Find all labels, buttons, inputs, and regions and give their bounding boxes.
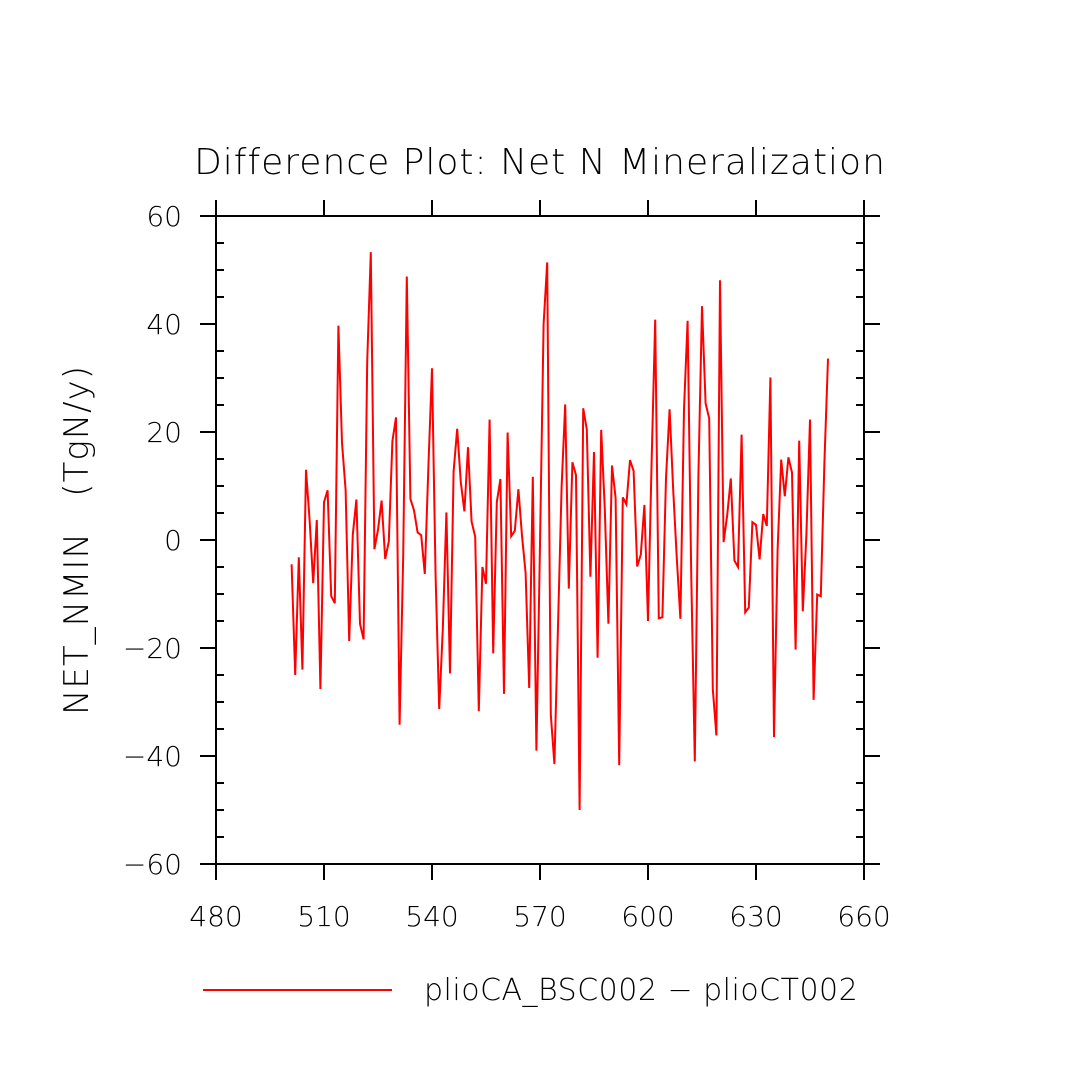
x-tick-label: 510 <box>297 900 350 933</box>
x-tick-label: 540 <box>405 900 458 933</box>
axis-ticks <box>200 200 880 880</box>
x-tick-label: 630 <box>729 900 782 933</box>
x-tick-label: 480 <box>189 900 242 933</box>
legend-label: plioCA_BSC002 − plioCT002 <box>424 973 858 1008</box>
y-tick-label: 20 <box>146 416 182 449</box>
y-tick-label: 0 <box>164 524 182 557</box>
y-tick-label: 40 <box>146 308 182 341</box>
x-tick-labels: 480 510 540 570 600 630 660 <box>189 900 890 933</box>
y-tick-label: −40 <box>123 740 182 773</box>
x-tick-label: 600 <box>621 900 674 933</box>
y-tick-label: −20 <box>123 632 182 665</box>
y-tick-labels: −60 −40 −20 0 20 40 60 <box>123 200 182 881</box>
y-tick-label: 60 <box>146 200 182 233</box>
x-tick-label: 660 <box>837 900 890 933</box>
plot-area: 480 510 540 570 600 630 660 −60 −40 −20 0 20 40 60 <box>123 200 891 933</box>
chart-title: Difference Plot: Net N Mineralization <box>194 142 886 183</box>
x-tick-label: 570 <box>513 900 566 933</box>
y-axis-label: NET_NMIN (TgN/y) <box>57 365 97 715</box>
y-tick-label: −60 <box>123 848 182 881</box>
series-line <box>290 252 829 811</box>
legend: plioCA_BSC002 − plioCT002 <box>203 973 858 1008</box>
